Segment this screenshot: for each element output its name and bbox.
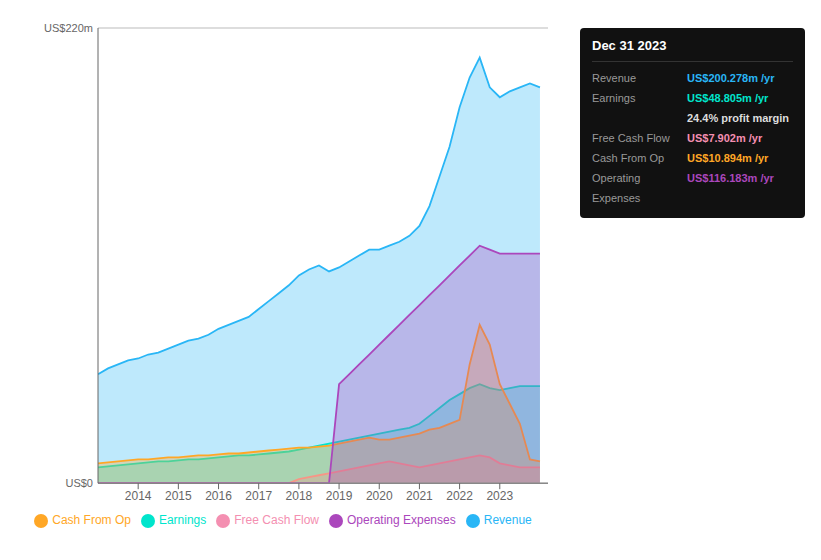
html-text:Operating Expenses: Operating Expenses (347, 513, 456, 528)
html-text:Earnings: Earnings (592, 92, 636, 104)
html-text:Cash From Op: Cash From Op (592, 152, 665, 164)
html-text:Free Cash Flow: Free Cash Flow (234, 513, 319, 528)
html-text:Dec 31 2023: Dec 31 2023 (592, 38, 667, 53)
html-text:Revenue: Revenue (483, 513, 532, 528)
html-text:Free Cash Flow: Free Cash Flow (592, 132, 670, 144)
html-text:Revenue: Revenue (592, 72, 636, 84)
svg-text:2017: 2017 (245, 489, 272, 503)
svg-text:2019: 2019 (326, 489, 353, 503)
html-text:US$116.183m /yr: US$116.183m /yr (687, 172, 774, 184)
html-text:Cash From Op: Cash From Op (52, 513, 131, 528)
svg-text:2015: 2015 (165, 489, 192, 503)
svg-text:2016: 2016 (205, 489, 232, 503)
svg-text:US$0: US$0 (65, 477, 93, 489)
svg-text:2014: 2014 (125, 489, 152, 503)
svg-text:US$220m: US$220m (44, 22, 93, 34)
html-text:US$7.902m /yr: US$7.902m /yr (687, 132, 763, 144)
svg-text:2022: 2022 (446, 489, 473, 503)
html-text:US$10.894m /yr: US$10.894m /yr (687, 152, 769, 164)
html-text:US$48.805m /yr: US$48.805m /yr (687, 92, 769, 104)
svg-text:2018: 2018 (286, 489, 313, 503)
html-text:Earnings: Earnings (158, 513, 207, 528)
html-text:US$200.278m /yr: US$200.278m /yr (687, 72, 775, 84)
svg-text:2020: 2020 (366, 489, 393, 503)
html-text:Operating Expenses: Operating Expenses (592, 172, 641, 204)
svg-text:2023: 2023 (486, 489, 513, 503)
html-text:24.4% profit margin: 24.4% profit margin (687, 112, 790, 124)
svg-text:2021: 2021 (406, 489, 433, 503)
